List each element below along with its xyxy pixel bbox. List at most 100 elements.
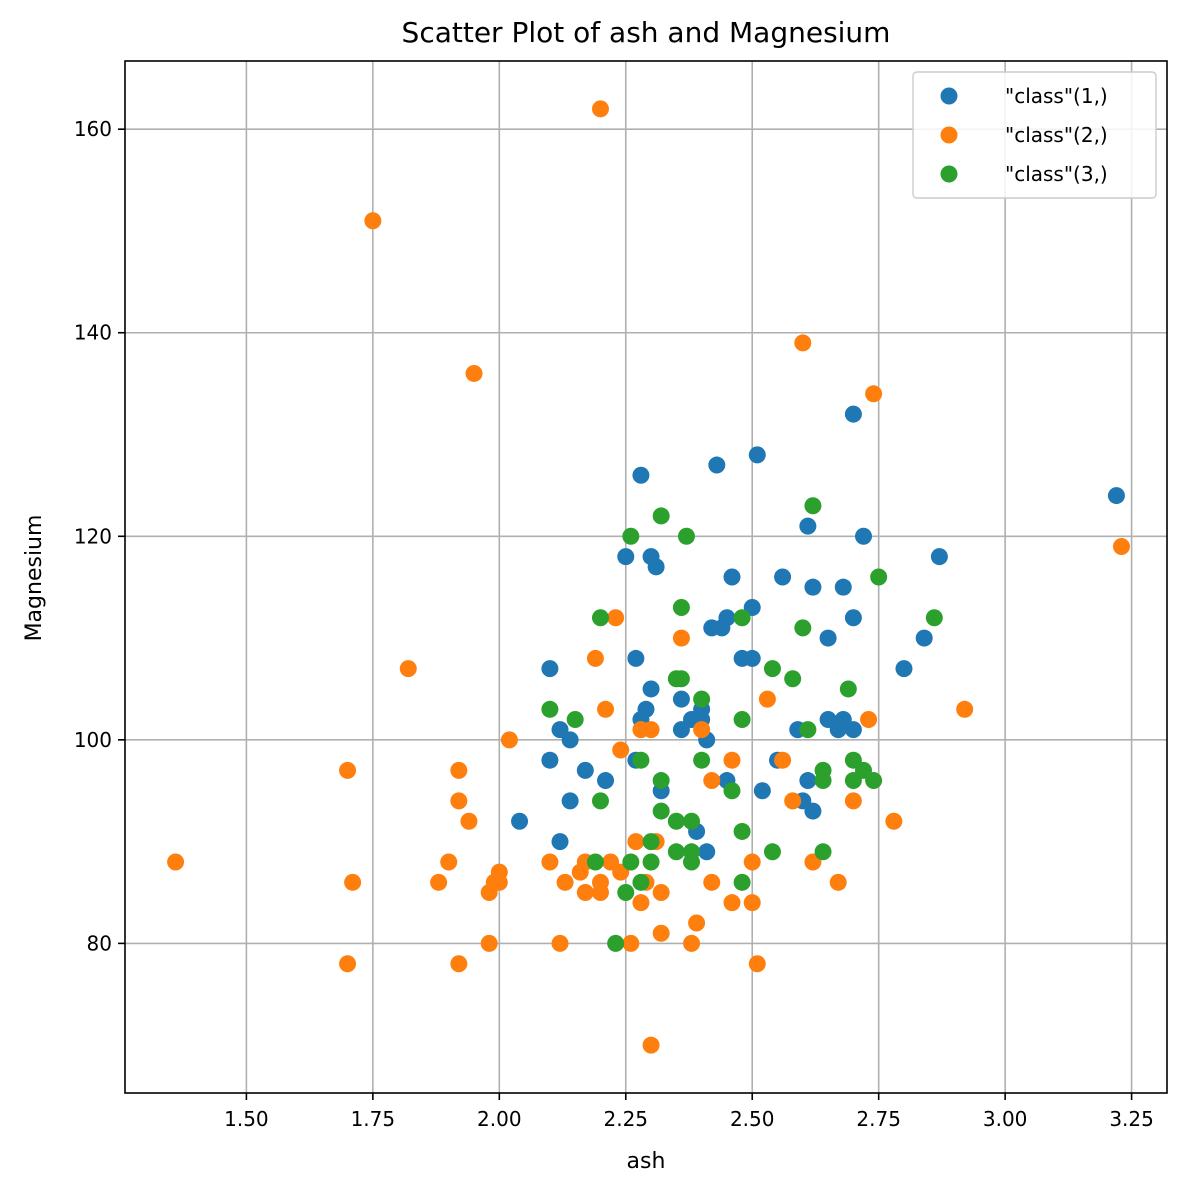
data-point-class-2	[758, 690, 776, 708]
data-point-class-3	[591, 609, 609, 627]
grid	[125, 61, 1167, 1093]
data-point-class-3	[693, 751, 711, 769]
axis-ticks: 1.50 1.75 2.00 2.25 2.50 2.75 3.00 3.25 80 100 120…	[74, 117, 1154, 1131]
legend-entry-label: "class"(3,)	[1005, 162, 1108, 186]
data-point-class-3	[652, 507, 670, 525]
legend-entry-label: "class"(2,)	[1005, 123, 1108, 147]
data-point-class-2	[399, 660, 417, 678]
data-point-class-2	[490, 873, 508, 891]
legend-marker	[940, 126, 958, 144]
data-point-class-1	[930, 548, 948, 566]
data-point-class-2	[556, 873, 574, 891]
data-point-class-2	[642, 1036, 660, 1054]
data-point-class-1	[597, 772, 615, 790]
data-point-class-2	[576, 884, 594, 902]
data-point-class-2	[541, 853, 559, 871]
data-point-class-3	[763, 660, 781, 678]
data-point-class-3	[652, 802, 670, 820]
data-point-class-2	[652, 924, 670, 942]
data-point-class-1	[834, 578, 852, 596]
data-point-class-2	[622, 934, 640, 952]
data-point-class-2	[632, 894, 650, 912]
data-point-class-3	[667, 843, 685, 861]
data-point-class-2	[586, 649, 604, 667]
data-point-class-1	[627, 649, 645, 667]
data-point-class-1	[799, 772, 817, 790]
legend-marker	[940, 87, 958, 105]
data-point-class-2	[364, 212, 382, 230]
data-point-class-1	[703, 619, 721, 637]
y-axis-label: Magnesium	[22, 515, 47, 642]
data-point-class-3	[794, 619, 812, 637]
data-point-class-1	[804, 578, 822, 596]
y-tick-label: 160	[74, 117, 112, 141]
legend: "class"(1,) "class"(2,) "class"(3,)	[912, 71, 1157, 199]
data-point-class-1	[576, 761, 594, 779]
data-point-class-1	[561, 792, 579, 810]
data-point-class-1	[774, 568, 792, 586]
data-point-class-2	[460, 812, 478, 830]
data-point-class-2	[591, 884, 609, 902]
data-point-class-3	[586, 853, 604, 871]
data-point-class-3	[804, 497, 822, 515]
data-point-class-1	[1107, 487, 1125, 505]
data-point-class-2	[672, 629, 690, 647]
data-point-class-3	[784, 670, 802, 688]
data-point-class-1	[895, 660, 913, 678]
data-point-class-2	[1112, 537, 1130, 555]
data-point-class-2	[339, 955, 357, 973]
data-point-class-2	[784, 792, 802, 810]
data-point-class-3	[733, 822, 751, 840]
data-point-class-3	[591, 792, 609, 810]
data-point-class-3	[683, 812, 701, 830]
data-point-class-2	[743, 853, 761, 871]
data-point-class-1	[632, 466, 650, 484]
x-tick-label: 3.25	[1109, 1107, 1154, 1131]
data-point-class-2	[450, 761, 468, 779]
data-point-class-1	[551, 833, 569, 851]
data-point-class-3	[672, 599, 690, 617]
data-point-class-3	[541, 700, 559, 718]
data-point-class-1	[819, 629, 837, 647]
data-point-class-2	[500, 731, 518, 749]
data-point-class-2	[683, 934, 701, 952]
data-point-class-2	[607, 609, 625, 627]
data-point-class-3	[566, 710, 584, 728]
data-point-class-3	[677, 527, 695, 545]
data-point-class-3	[622, 853, 640, 871]
data-point-class-1	[541, 660, 559, 678]
x-tick-label: 2.50	[730, 1107, 775, 1131]
data-point-class-1	[733, 649, 751, 667]
data-point-class-3	[723, 782, 741, 800]
data-point-class-1	[551, 721, 569, 739]
data-point-class-2	[844, 792, 862, 810]
data-point-class-1	[844, 609, 862, 627]
data-point-class-1	[698, 843, 716, 861]
x-axis-label: ash	[627, 1149, 666, 1174]
data-point-class-2	[723, 894, 741, 912]
data-point-class-1	[708, 456, 726, 474]
data-point-class-2	[167, 853, 185, 871]
data-point-class-3	[814, 843, 832, 861]
legend-marker	[940, 165, 958, 183]
y-tick-label: 80	[87, 931, 112, 955]
data-point-class-1	[642, 680, 660, 698]
x-tick-label: 2.75	[856, 1107, 901, 1131]
data-point-class-3	[799, 721, 817, 739]
data-point-class-3	[814, 772, 832, 790]
data-point-class-3	[733, 609, 751, 627]
x-tick-label: 1.50	[224, 1107, 269, 1131]
data-point-class-3	[622, 527, 640, 545]
x-tick-label: 2.00	[477, 1107, 522, 1131]
data-point-class-3	[763, 843, 781, 861]
chart-title: Scatter Plot of ash and Magnesium	[402, 16, 891, 49]
data-point-class-2	[865, 385, 883, 403]
data-point-class-2	[480, 934, 498, 952]
data-point-class-2	[703, 873, 721, 891]
data-point-class-1	[844, 405, 862, 423]
data-point-class-2	[627, 833, 645, 851]
data-point-class-2	[612, 741, 630, 759]
data-point-class-3	[632, 751, 650, 769]
data-point-class-2	[465, 364, 483, 382]
